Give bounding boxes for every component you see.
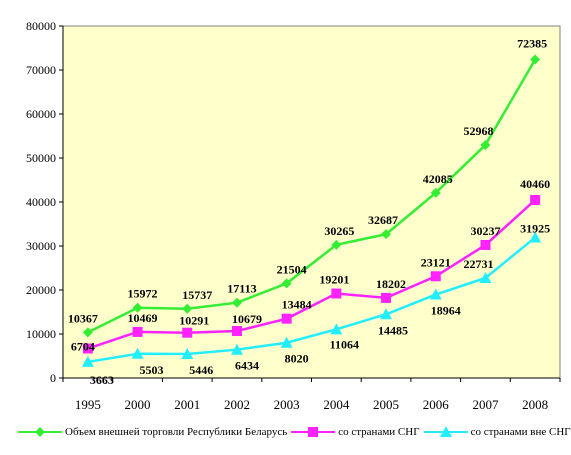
data-label: 6704 [71, 340, 95, 354]
point-marker [81, 355, 94, 367]
data-label: 18202 [376, 277, 406, 291]
data-label: 15972 [128, 287, 158, 301]
legend-label-non-cis: со странами вне СНГ [470, 426, 571, 438]
data-label: 10469 [128, 311, 158, 325]
x-tick-label: 2003 [274, 397, 300, 412]
data-label: 3663 [90, 373, 114, 387]
point-marker [181, 348, 194, 360]
data-label: 52968 [463, 124, 493, 138]
point-marker [231, 297, 242, 308]
legend-item-non-cis: со странами вне СНГ [423, 426, 571, 438]
data-label: 10291 [179, 314, 209, 328]
data-label: 42085 [423, 172, 453, 186]
data-label: 32687 [368, 213, 398, 227]
point-marker [82, 327, 93, 338]
point-marker [430, 271, 441, 282]
data-label: 17113 [227, 282, 256, 296]
data-label: 31925 [520, 222, 550, 236]
x-tick-label: 2002 [224, 397, 250, 412]
data-label: 40460 [520, 177, 550, 191]
data-label: 15737 [182, 288, 212, 302]
point-marker [480, 239, 491, 250]
point-marker [131, 347, 144, 359]
point-marker [530, 194, 541, 205]
legend-marker-cis [291, 427, 336, 437]
data-label: 18964 [431, 304, 461, 318]
data-label: 10367 [68, 311, 98, 325]
x-tick-label: 2001 [174, 397, 200, 412]
y-tick-label: 70000 [26, 63, 56, 77]
series-line-2 [87, 199, 536, 350]
data-label: 11064 [330, 337, 359, 351]
y-tick-label: 20000 [26, 283, 56, 297]
point-marker [429, 288, 442, 300]
data-label: 19201 [319, 273, 349, 287]
series-line-1 [87, 58, 537, 334]
point-marker [182, 303, 193, 314]
y-tick-label: 40000 [26, 195, 56, 209]
plot-area [62, 25, 561, 379]
point-marker [132, 302, 143, 313]
point-marker [280, 336, 293, 348]
point-marker [231, 326, 242, 337]
point-marker [479, 271, 492, 283]
data-label: 30237 [470, 224, 500, 238]
data-label: 10679 [232, 312, 262, 326]
point-marker [381, 292, 392, 303]
data-label: 21504 [277, 262, 307, 276]
y-tick-label: 60000 [26, 107, 56, 121]
x-tick-label: 2004 [323, 397, 350, 412]
legend-marker-non-cis [423, 426, 468, 437]
point-marker [380, 308, 393, 320]
legend-label-cis: со странами СНГ [338, 426, 420, 438]
data-label: 30265 [324, 224, 354, 238]
legend-item-total: Объем внешней торговли Республики Белару… [18, 426, 287, 438]
point-marker [430, 187, 441, 198]
line-chart: 0 10000 20000 30000 40000 50000 60000 70000 8000… [26, 19, 561, 412]
data-label: 72385 [517, 37, 547, 51]
data-label: 14485 [378, 323, 408, 337]
y-tick-label: 10000 [26, 327, 56, 341]
point-marker [132, 326, 143, 337]
y-tick-label: 50000 [26, 151, 56, 165]
legend-item-cis: со странами СНГ [291, 426, 420, 438]
data-label: 13484 [282, 298, 312, 312]
point-marker [530, 54, 541, 65]
x-tick-label: 2006 [423, 397, 450, 412]
point-marker [281, 313, 292, 324]
y-tick-label: 0 [50, 371, 56, 385]
point-marker [330, 323, 343, 335]
series-line-3 [87, 236, 536, 364]
y-tick-label: 80000 [26, 19, 56, 33]
data-label: 22731 [463, 257, 493, 271]
data-label: 6434 [235, 359, 259, 373]
point-marker [281, 278, 292, 289]
x-tick-label: 2008 [522, 397, 548, 412]
x-tick-label: 2007 [472, 397, 499, 412]
point-marker [529, 231, 542, 243]
point-marker [331, 239, 342, 250]
point-marker [182, 327, 193, 338]
legend: Объем внешней торговли Республики Белару… [0, 426, 571, 438]
point-marker [331, 288, 342, 299]
x-tick-label: 1995 [75, 397, 101, 412]
point-marker [230, 343, 243, 355]
data-label: 5446 [189, 363, 213, 377]
legend-label-total: Объем внешней торговли Республики Белару… [65, 426, 288, 438]
point-marker [82, 343, 93, 354]
data-label: 23121 [421, 255, 451, 269]
x-tick-label: 2000 [125, 397, 151, 412]
y-tick-label: 30000 [26, 239, 56, 253]
legend-marker-total [18, 427, 62, 437]
point-marker [381, 229, 392, 240]
point-marker [480, 139, 491, 150]
x-tick-label: 2005 [373, 397, 399, 412]
data-label: 8020 [285, 352, 309, 366]
data-label: 5503 [140, 363, 164, 377]
